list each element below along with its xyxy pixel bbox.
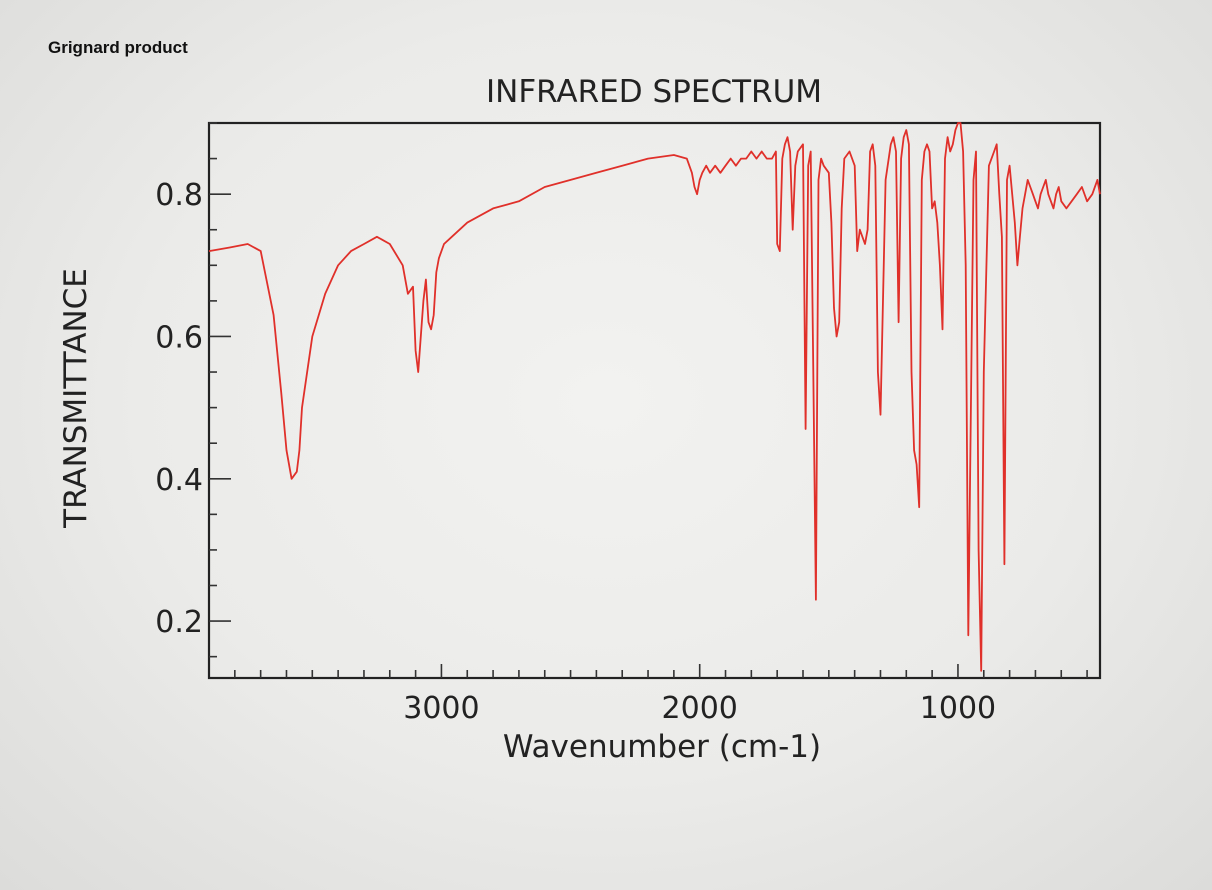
y-axis-label: TRANSMITTANCE bbox=[58, 268, 94, 529]
page-label: Grignard product bbox=[48, 38, 188, 57]
axis-ticks bbox=[209, 122, 1088, 678]
y-tick-label: 0.6 bbox=[155, 320, 203, 355]
plot-frame bbox=[207, 121, 1102, 680]
y-tick-label: 0.2 bbox=[155, 605, 203, 640]
x-tick-label: 3000 bbox=[403, 691, 479, 726]
y-tick-label: 0.8 bbox=[155, 178, 203, 213]
spectrum-line bbox=[208, 122, 1101, 672]
chart-title: INFRARED SPECTRUM bbox=[486, 74, 822, 110]
axis-tick-labels: 3000 2000 1000 0.2 0.4 0.6 0.8 bbox=[155, 178, 996, 726]
y-tick-label: 0.4 bbox=[155, 463, 203, 498]
x-axis-label: Wavenumber (cm-1) bbox=[503, 729, 821, 765]
x-tick-label: 2000 bbox=[662, 691, 738, 726]
x-tick-label: 1000 bbox=[920, 691, 996, 726]
